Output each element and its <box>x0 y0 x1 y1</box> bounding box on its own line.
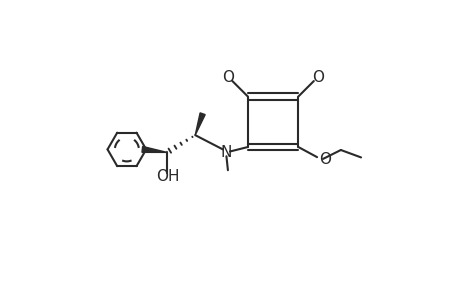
Polygon shape <box>142 146 167 152</box>
Text: O: O <box>222 70 234 85</box>
Text: OH: OH <box>156 169 179 184</box>
Text: N: N <box>220 145 232 160</box>
Polygon shape <box>195 113 205 135</box>
Text: O: O <box>311 70 323 85</box>
Text: O: O <box>319 152 331 167</box>
